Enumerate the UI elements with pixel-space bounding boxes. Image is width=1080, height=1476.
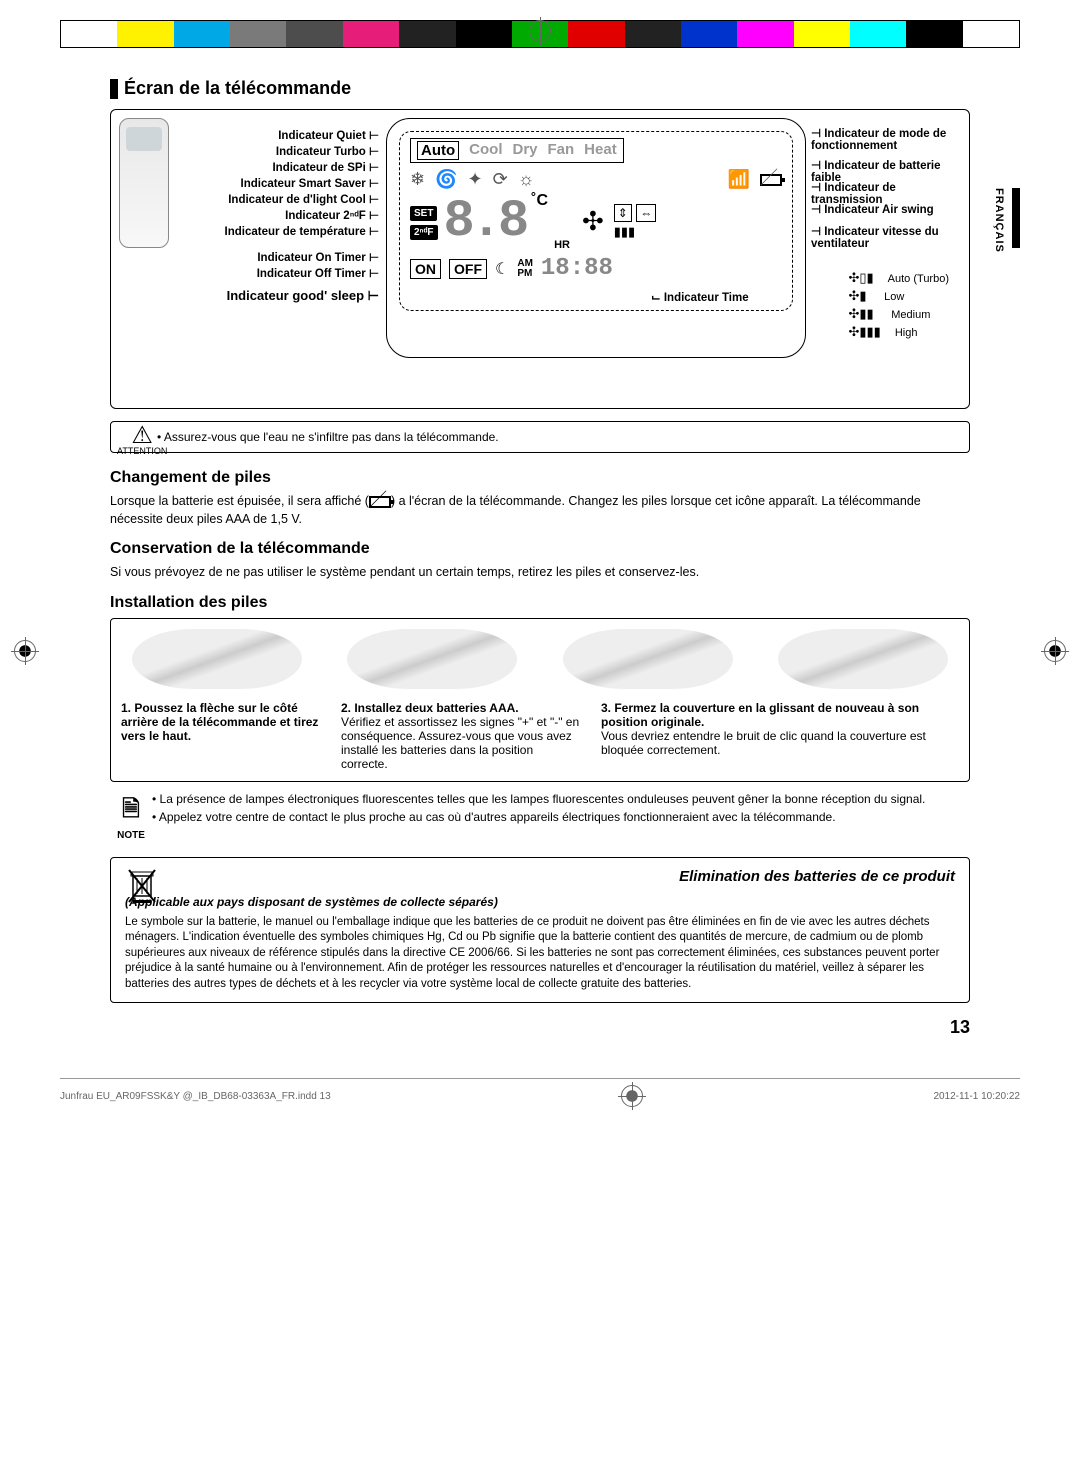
set-badge: SET	[410, 206, 437, 221]
print-footer: Junfrau EU_AR09FSSK&Y @_IB_DB68-03363A_F…	[60, 1078, 1020, 1127]
disposal-title: Elimination des batteries de ce produit	[125, 868, 955, 885]
smart-icon: ⟳	[493, 169, 508, 190]
on-badge: ON	[410, 259, 441, 279]
mode-row: Auto Cool Dry Fan Heat	[410, 138, 624, 163]
label-quiet: Indicateur Quiet ⊢	[179, 128, 379, 142]
section-title: Écran de la télécommande	[110, 78, 970, 99]
low-battery-icon: ／	[760, 169, 782, 190]
footer-filename: Junfrau EU_AR09FSSK&Y @_IB_DB68-03363A_F…	[60, 1091, 331, 1102]
install-step1-img	[132, 629, 302, 689]
install-step3-bold: 3. Fermez la couverture en la glissant d…	[601, 701, 919, 729]
language-tab-bar	[1012, 188, 1020, 248]
attention-text: Assurez-vous que l'eau ne s'infiltre pas…	[164, 430, 499, 444]
batteries-text: Lorsque la batterie est épuisée, il sera…	[110, 493, 970, 528]
label-spi: Indicateur de SPi ⊢	[179, 160, 379, 174]
low-battery-inline-icon: ／	[369, 496, 391, 508]
mode-auto: Auto	[417, 141, 459, 160]
quiet-icon: ❄	[410, 169, 425, 190]
note-item-1: La présence de lampes électroniques fluo…	[152, 792, 970, 806]
off-badge: OFF	[449, 259, 487, 279]
label-dlight: Indicateur de d'light Cool ⊢	[179, 192, 379, 206]
heading-storage: Conservation de la télécommande	[110, 540, 970, 558]
f2-badge: 2ⁿᵈF	[410, 225, 438, 240]
storage-text: Si vous prévoyez de ne pas utiliser le s…	[110, 564, 970, 582]
mode-fan: Fan	[548, 141, 575, 160]
install-step3-img	[563, 629, 733, 689]
lcd-icon-row: ❄ 🌀 ✦ ⟳ ☼ 📶 ／	[410, 169, 782, 190]
install-step1-bold: 1. Poussez la flèche sur le côté arrière…	[121, 701, 318, 743]
install-step4-img	[778, 629, 948, 689]
page-number: 13	[110, 1017, 970, 1038]
lcd-time: 18:88	[541, 255, 613, 282]
lcd-panel: Auto Cool Dry Fan Heat ❄ 🌀 ✦ ⟳ ☼ 📶 ／	[386, 118, 806, 358]
attention-icon: ⚠ ATTENTION	[117, 426, 167, 456]
disposal-subtitle: (Applicable aux pays disposant de systèm…	[125, 895, 955, 909]
note-item-2: Appelez votre centre de contact le plus …	[152, 810, 970, 824]
note-box: 🗎 NOTE La présence de lampes électroniqu…	[110, 792, 970, 841]
label-time: ⌙ Indicateur Time	[651, 290, 749, 304]
airswing2-icon: ⇔	[636, 204, 656, 222]
language-tab: FRANÇAIS	[993, 188, 1005, 253]
install-step3-text: Vous devriez entendre le bruit de clic q…	[601, 729, 926, 757]
disposal-weee-icon	[125, 866, 159, 913]
note-icon: 🗎 NOTE	[110, 792, 152, 841]
mode-dry: Dry	[512, 141, 537, 160]
fan-icon: ✣	[582, 206, 604, 237]
label-smart: Indicateur Smart Saver ⊢	[179, 176, 379, 190]
mode-cool: Cool	[469, 141, 502, 160]
label-f2: Indicateur 2ⁿᵈF ⊢	[179, 208, 379, 222]
heading-batteries: Changement de piles	[110, 469, 970, 487]
remote-display-diagram: Auto Cool Dry Fan Heat ❄ 🌀 ✦ ⟳ ☼ 📶 ／	[110, 109, 970, 409]
label-offtimer: Indicateur Off Timer ⊢	[179, 266, 379, 280]
mode-heat: Heat	[584, 141, 617, 160]
section-title-text: Écran de la télécommande	[124, 78, 351, 99]
label-fanspeed: ⊣ Indicateur vitesse du ventilateur	[811, 224, 961, 250]
fan-speed-legend: ✣▯▮Auto (Turbo) ✣▮ Low ✣▮▮ Medium ✣▮▮▮Hi…	[848, 270, 949, 342]
disposal-body: Le symbole sur la batterie, le manuel ou…	[125, 915, 955, 993]
airswing-icon: ⇕	[614, 204, 632, 222]
install-step2-text: Vérifiez et assortissez les signes "+" e…	[341, 715, 579, 771]
label-temp: Indicateur de température ⊢	[179, 224, 379, 238]
label-goodsleep: Indicateur good' sleep ⊢	[179, 288, 379, 304]
heading-install: Installation des piles	[110, 594, 970, 612]
install-box: 1. Poussez la flèche sur le côté arrière…	[110, 618, 970, 782]
spi-icon: ✦	[468, 169, 483, 190]
install-step2-bold: 2. Installez deux batteries AAA.	[341, 701, 519, 715]
footer-reg-mark	[621, 1085, 643, 1107]
lcd-hr: HR	[554, 239, 570, 251]
attention-box: ⚠ ATTENTION • Assurez-vous que l'eau ne …	[110, 421, 970, 453]
disposal-box: Elimination des batteries de ce produit …	[110, 857, 970, 1004]
goodsleep-icon: ☾	[495, 259, 509, 279]
install-step2-img	[347, 629, 517, 689]
dlight-icon: ☼	[518, 169, 535, 190]
label-turbo: Indicateur Turbo ⊢	[179, 144, 379, 158]
footer-date: 2012-11-1 10:20:22	[933, 1091, 1020, 1102]
label-airswing: ⊣ Indicateur Air swing	[811, 202, 934, 216]
lcd-pm: PM	[517, 268, 532, 279]
remote-illustration	[119, 118, 169, 248]
turbo-icon: 🌀	[435, 169, 457, 190]
label-ontimer: Indicateur On Timer ⊢	[179, 250, 379, 264]
wifi-icon: 📶	[728, 169, 750, 190]
label-mode: ⊣ Indicateur de mode de fonctionnement	[811, 126, 971, 152]
lcd-celsius: ˚C	[531, 192, 548, 210]
lcd-temperature: 8.8	[444, 192, 526, 251]
